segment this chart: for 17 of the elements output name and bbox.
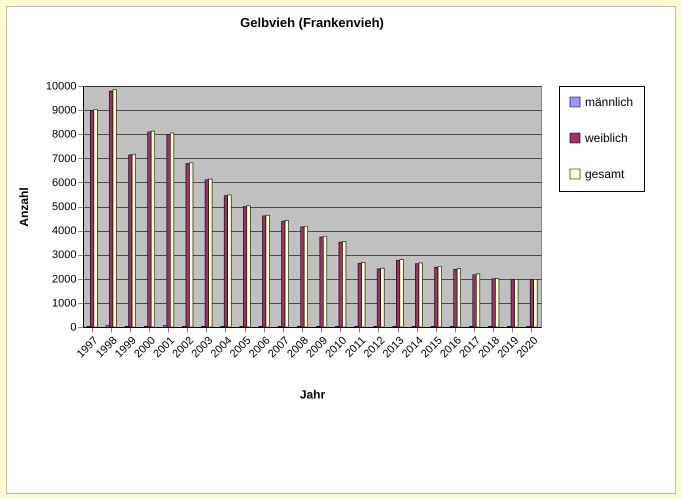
y-axis-title: Anzahl: [16, 187, 31, 227]
y-tick-label: 2000: [52, 273, 76, 286]
x-axis-title: Jahr: [300, 388, 326, 402]
y-tick-label: 4000: [52, 225, 76, 238]
legend-label: männlich: [585, 95, 634, 109]
y-tick-label: 1000: [52, 297, 76, 310]
legend-label: weiblich: [584, 131, 628, 145]
y-tick-label: 6000: [52, 176, 76, 189]
y-tick-label: 7000: [52, 152, 76, 165]
y-tick-label: 3000: [52, 249, 76, 262]
y-tick-label: 10000: [46, 80, 76, 92]
chart-title: Gelbvieh (Frankenvieh): [240, 15, 384, 30]
y-tick-label: 5000: [52, 201, 76, 213]
y-tick-label: 9000: [52, 104, 76, 117]
y-tick-label: 0: [70, 322, 76, 334]
y-tick-label: 8000: [52, 128, 76, 141]
legend-label: gesamt: [585, 167, 626, 181]
